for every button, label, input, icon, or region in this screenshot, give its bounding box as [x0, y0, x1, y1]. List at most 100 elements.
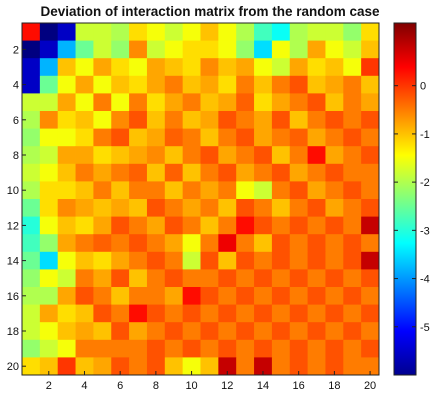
- heatmap-cell: [165, 340, 183, 358]
- heatmap-cell: [58, 58, 76, 76]
- heatmap-cell: [272, 199, 290, 217]
- heatmap-cell: [165, 357, 183, 375]
- heatmap-cell: [236, 129, 254, 147]
- heatmap-cell: [343, 199, 361, 217]
- heatmap-cell: [272, 164, 290, 182]
- heatmap-cell: [254, 217, 272, 235]
- heatmap-cell: [236, 199, 254, 217]
- heatmap-cell: [325, 340, 343, 358]
- heatmap-cell: [236, 322, 254, 340]
- heatmap-cell: [218, 305, 236, 323]
- heatmap-cell: [290, 129, 308, 147]
- heatmap-cell: [343, 287, 361, 305]
- heatmap-cell: [201, 23, 219, 41]
- heatmap-cell: [111, 164, 129, 182]
- heatmap-cell: [201, 322, 219, 340]
- heatmap-cell: [254, 234, 272, 252]
- heatmap-cell: [325, 41, 343, 59]
- heatmap-cell: [236, 357, 254, 375]
- heatmap-cell: [361, 164, 379, 182]
- heatmap-cell: [236, 305, 254, 323]
- heatmap-cell: [325, 287, 343, 305]
- heatmap-cell: [290, 322, 308, 340]
- heatmap-cell: [147, 76, 165, 94]
- heatmap-cell: [58, 129, 76, 147]
- heatmap-cell: [308, 217, 326, 235]
- heatmap-cell: [183, 322, 201, 340]
- heatmap-cell: [343, 164, 361, 182]
- heatmap-cell: [40, 76, 58, 94]
- heatmap-cell: [129, 322, 147, 340]
- heatmap-cell: [308, 322, 326, 340]
- heatmap-cell: [308, 357, 326, 375]
- heatmap-cell: [111, 93, 129, 111]
- heatmap-cell: [147, 322, 165, 340]
- heatmap-cell: [165, 234, 183, 252]
- heatmap-cell: [40, 41, 58, 59]
- heatmap-cell: [254, 76, 272, 94]
- heatmap-cell: [254, 199, 272, 217]
- heatmap-cell: [201, 41, 219, 59]
- heatmap-cell: [76, 322, 94, 340]
- heatmap-cell: [308, 252, 326, 270]
- heatmap-cell: [129, 76, 147, 94]
- heatmap-cell: [361, 58, 379, 76]
- heatmap-cell: [40, 287, 58, 305]
- heatmap-cell: [165, 287, 183, 305]
- heatmap-cell: [58, 287, 76, 305]
- heatmap-cell: [308, 23, 326, 41]
- heatmap-cell: [93, 199, 111, 217]
- heatmap-cell: [58, 199, 76, 217]
- heatmap-cell: [290, 287, 308, 305]
- heatmap-cell: [218, 199, 236, 217]
- heatmap-cell: [361, 269, 379, 287]
- heatmap-cell: [40, 340, 58, 358]
- heatmap-cell: [254, 93, 272, 111]
- heatmap-cell: [129, 111, 147, 129]
- heatmap-cell: [58, 164, 76, 182]
- heatmap-cell: [147, 340, 165, 358]
- heatmap-cell: [361, 41, 379, 59]
- heatmap-cell: [111, 252, 129, 270]
- heatmap-cell: [93, 340, 111, 358]
- heatmap-cell: [93, 164, 111, 182]
- heatmap-cell: [343, 181, 361, 199]
- heatmap-cell: [165, 305, 183, 323]
- heatmap-cell: [218, 234, 236, 252]
- heatmap-cell: [325, 269, 343, 287]
- heatmap-cell: [58, 340, 76, 358]
- heatmap-cell: [236, 93, 254, 111]
- heatmap-cell: [58, 41, 76, 59]
- heatmap-cell: [343, 146, 361, 164]
- heatmap-cell: [290, 41, 308, 59]
- heatmap-cell: [272, 76, 290, 94]
- heatmap-cell: [165, 23, 183, 41]
- heatmap-cell: [58, 217, 76, 235]
- heatmap-cell: [201, 234, 219, 252]
- heatmap-cell: [40, 146, 58, 164]
- heatmap-cell: [308, 129, 326, 147]
- heatmap-cell: [218, 76, 236, 94]
- heatmap-cell: [201, 340, 219, 358]
- heatmap-cell: [76, 111, 94, 129]
- heatmap-cell: [272, 287, 290, 305]
- heatmap-cell: [147, 41, 165, 59]
- heatmap-cell: [22, 199, 40, 217]
- heatmap-cell: [129, 41, 147, 59]
- y-tick-label: 10: [7, 185, 19, 197]
- heatmap-cell: [361, 287, 379, 305]
- heatmap-cell: [272, 181, 290, 199]
- heatmap-cell: [129, 340, 147, 358]
- y-tick-label: 16: [7, 291, 19, 303]
- heatmap-cell: [129, 269, 147, 287]
- heatmap-cell: [129, 58, 147, 76]
- heatmap-cell: [183, 93, 201, 111]
- heatmap-cell: [111, 58, 129, 76]
- heatmap-cell: [129, 252, 147, 270]
- heatmap-cell: [40, 23, 58, 41]
- heatmap-cell: [201, 129, 219, 147]
- heatmap-cell: [218, 93, 236, 111]
- heatmap-cell: [236, 269, 254, 287]
- heatmap-cell: [183, 76, 201, 94]
- heatmap-cell: [58, 269, 76, 287]
